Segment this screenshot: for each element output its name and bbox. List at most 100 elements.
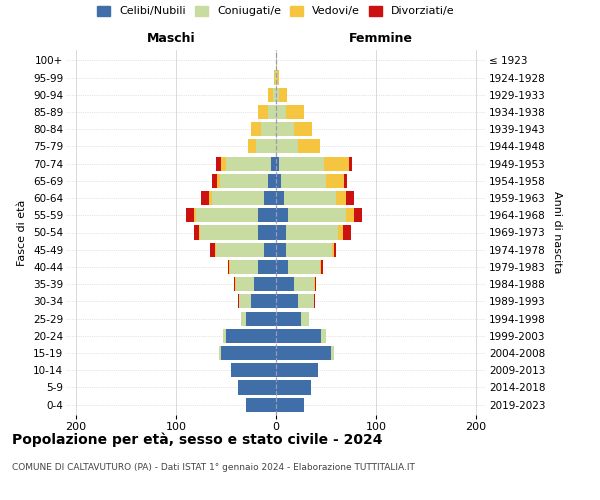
Bar [212, 191, 264, 205]
Bar [276, 242, 286, 257]
Bar [284, 191, 336, 205]
Bar [186, 208, 194, 222]
Bar [251, 294, 276, 308]
Bar [277, 70, 279, 85]
Bar [239, 294, 251, 308]
Bar [276, 260, 288, 274]
Bar [315, 277, 316, 291]
Bar [288, 208, 346, 222]
Bar [286, 226, 338, 239]
Bar [216, 156, 221, 170]
Bar [346, 208, 354, 222]
Bar [344, 174, 347, 188]
Bar [217, 174, 220, 188]
Bar [199, 226, 200, 239]
Bar [238, 380, 276, 394]
Bar [276, 105, 286, 119]
Bar [219, 346, 221, 360]
Bar [264, 191, 276, 205]
Bar [326, 174, 344, 188]
Bar [281, 174, 326, 188]
Text: Femmine: Femmine [349, 32, 413, 45]
Bar [210, 242, 215, 257]
Bar [226, 328, 276, 343]
Bar [246, 398, 276, 411]
Bar [298, 140, 320, 153]
Y-axis label: Anni di nascita: Anni di nascita [552, 191, 562, 274]
Bar [226, 156, 271, 170]
Bar [258, 105, 268, 119]
Bar [314, 294, 315, 308]
Bar [273, 88, 276, 102]
Legend: Celibi/Nubili, Coniugati/e, Vedovi/e, Divorziati/e: Celibi/Nubili, Coniugati/e, Vedovi/e, Di… [97, 6, 455, 16]
Bar [320, 260, 321, 274]
Bar [298, 294, 314, 308]
Bar [228, 260, 229, 274]
Bar [324, 156, 349, 170]
Bar [271, 156, 276, 170]
Bar [264, 242, 276, 257]
Bar [276, 208, 288, 222]
Bar [314, 277, 315, 291]
Bar [209, 191, 212, 205]
Bar [276, 312, 301, 326]
Bar [321, 328, 326, 343]
Bar [258, 226, 276, 239]
Bar [258, 208, 276, 222]
Bar [220, 174, 268, 188]
Bar [236, 277, 254, 291]
Bar [230, 260, 258, 274]
Bar [234, 277, 235, 291]
Bar [268, 105, 276, 119]
Bar [200, 226, 258, 239]
Text: Popolazione per età, sesso e stato civile - 2024: Popolazione per età, sesso e stato civil… [12, 432, 383, 447]
Bar [248, 140, 256, 153]
Bar [196, 208, 258, 222]
Bar [194, 208, 196, 222]
Bar [261, 122, 276, 136]
Bar [221, 156, 226, 170]
Bar [321, 260, 323, 274]
Bar [246, 312, 276, 326]
Bar [268, 174, 276, 188]
Bar [215, 242, 216, 257]
Bar [229, 260, 230, 274]
Bar [331, 346, 334, 360]
Bar [276, 226, 286, 239]
Bar [275, 70, 276, 85]
Bar [346, 191, 354, 205]
Bar [276, 174, 281, 188]
Bar [276, 54, 277, 68]
Bar [276, 122, 294, 136]
Bar [343, 226, 351, 239]
Bar [241, 312, 246, 326]
Bar [201, 191, 209, 205]
Bar [276, 88, 279, 102]
Bar [258, 260, 276, 274]
Bar [276, 294, 298, 308]
Bar [334, 242, 336, 257]
Bar [212, 174, 217, 188]
Bar [349, 156, 352, 170]
Bar [235, 277, 236, 291]
Bar [274, 70, 275, 85]
Bar [276, 380, 311, 394]
Bar [256, 140, 276, 153]
Bar [294, 122, 312, 136]
Text: COMUNE DI CALTAVUTURO (PA) - Dati ISTAT 1° gennaio 2024 - Elaborazione TUTTITALI: COMUNE DI CALTAVUTURO (PA) - Dati ISTAT … [12, 462, 415, 471]
Bar [336, 191, 346, 205]
Bar [231, 363, 276, 378]
Bar [286, 242, 332, 257]
Bar [251, 122, 261, 136]
Bar [276, 70, 277, 85]
Bar [194, 226, 199, 239]
Bar [276, 156, 279, 170]
Bar [332, 242, 334, 257]
Bar [216, 242, 264, 257]
Bar [276, 346, 331, 360]
Bar [354, 208, 362, 222]
Text: Maschi: Maschi [146, 32, 196, 45]
Y-axis label: Fasce di età: Fasce di età [17, 200, 28, 266]
Bar [301, 312, 309, 326]
Bar [276, 398, 304, 411]
